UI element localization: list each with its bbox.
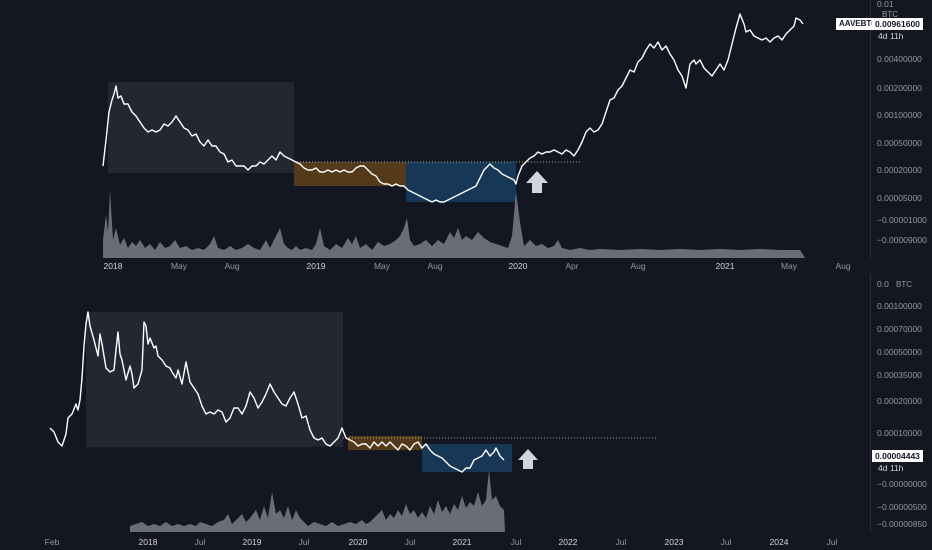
top-price-tick: −0.00009000 xyxy=(877,235,927,245)
top-time-axis[interactable]: 2018 May Aug 2019 May Aug 2020 Apr Aug 2… xyxy=(0,258,870,274)
bottom-time-tick: 2019 xyxy=(242,537,262,547)
top-currency-tag: BTC xyxy=(882,10,898,19)
bottom-countdown: 4d 11h xyxy=(878,463,904,473)
top-time-tick: Aug xyxy=(835,261,851,271)
top-time-tick: Apr xyxy=(565,261,579,271)
top-price-tick: 0.00050000 xyxy=(877,138,922,148)
bottom-time-tick: Jul xyxy=(826,537,838,547)
bottom-time-tick: Jul xyxy=(298,537,310,547)
top-price-tick: 0.00400000 xyxy=(877,54,922,64)
bottom-price-tick: −0.00000000 xyxy=(877,479,927,489)
bottom-price-tick: 0.00035000 xyxy=(877,370,922,380)
bottom-up-arrow-icon xyxy=(518,449,538,469)
bottom-price-tick: −0.00000850 xyxy=(877,519,927,529)
bottom-time-tick: Feb xyxy=(44,537,60,547)
bottom-chart-pane[interactable]: 0.0 0.00100000 0.00070000 0.00050000 0.0… xyxy=(0,274,932,532)
bottom-price-tick: −0.00000500 xyxy=(877,502,927,512)
bottom-price-axis[interactable]: 0.0 0.00100000 0.00070000 0.00050000 0.0… xyxy=(870,274,932,532)
top-time-tick: Aug xyxy=(224,261,240,271)
top-distribution-zone xyxy=(294,162,406,186)
bottom-time-tick: 2018 xyxy=(138,537,158,547)
top-price-line xyxy=(102,13,804,203)
top-accumulation-zone xyxy=(108,82,294,173)
bottom-price-line xyxy=(49,311,505,473)
bottom-price-tick: 0.00100000 xyxy=(877,301,922,311)
bottom-price-tick: 0.00050000 xyxy=(877,347,922,357)
top-time-tick: 2019 xyxy=(306,261,326,271)
top-time-tick: 2021 xyxy=(715,261,735,271)
top-chart-pane[interactable]: 0.01 0.00400000 0.00200000 0.00100000 0.… xyxy=(0,0,932,258)
bottom-time-tick: 2022 xyxy=(558,537,578,547)
bottom-price-tick: 0.0 xyxy=(877,279,889,289)
bottom-time-tick: Jul xyxy=(404,537,416,547)
top-price-tick: −0.00001000 xyxy=(877,215,927,225)
top-price-tick: 0.00020000 xyxy=(877,165,922,175)
bottom-distribution-zone xyxy=(348,436,422,450)
bottom-time-tick: Jul xyxy=(510,537,522,547)
top-time-tick: May xyxy=(170,261,188,271)
bottom-last-price-label: 0.00004443 xyxy=(872,450,923,462)
bottom-time-tick: 2020 xyxy=(348,537,368,547)
top-price-axis[interactable]: 0.01 0.00400000 0.00200000 0.00100000 0.… xyxy=(870,0,932,258)
top-price-tick: 0.00100000 xyxy=(877,110,922,120)
bottom-time-tick: 2023 xyxy=(664,537,684,547)
top-symbol-label: AAVEBTC xyxy=(836,18,881,30)
bottom-accumulation-zone xyxy=(86,312,343,447)
bottom-chart-plot[interactable] xyxy=(0,274,870,532)
bottom-currency-tag: BTC xyxy=(896,280,912,289)
bottom-time-tick: 2021 xyxy=(452,537,472,547)
top-countdown: 4d 11h xyxy=(878,31,904,41)
top-time-tick: Aug xyxy=(427,261,443,271)
bottom-time-tick: Jul xyxy=(720,537,732,547)
top-time-tick: May xyxy=(780,261,798,271)
top-markup-zone xyxy=(406,162,516,202)
bottom-time-axis[interactable]: Feb 2018 Jul 2019 Jul 2020 Jul 2021 Jul … xyxy=(0,534,870,550)
top-price-tick: 0.00005000 xyxy=(877,193,922,203)
top-chart-plot[interactable] xyxy=(0,0,870,258)
bottom-volume-area xyxy=(130,470,505,532)
top-price-tick: 0.01 xyxy=(877,0,894,9)
top-time-tick: May xyxy=(373,261,391,271)
top-up-arrow-icon xyxy=(526,171,548,193)
top-time-tick: 2018 xyxy=(103,261,123,271)
top-volume-area xyxy=(103,190,805,258)
bottom-price-tick: 0.00020000 xyxy=(877,396,922,406)
bottom-price-tick: 0.00070000 xyxy=(877,324,922,334)
bottom-time-tick: Jul xyxy=(615,537,627,547)
top-price-tick: 0.00200000 xyxy=(877,83,922,93)
top-time-tick: 2020 xyxy=(508,261,528,271)
top-time-tick: Aug xyxy=(630,261,646,271)
top-last-price-label: 0.00961600 xyxy=(872,18,923,30)
bottom-price-tick: 0.00010000 xyxy=(877,428,922,438)
bottom-time-tick: 2024 xyxy=(769,537,789,547)
bottom-time-tick: Jul xyxy=(194,537,206,547)
